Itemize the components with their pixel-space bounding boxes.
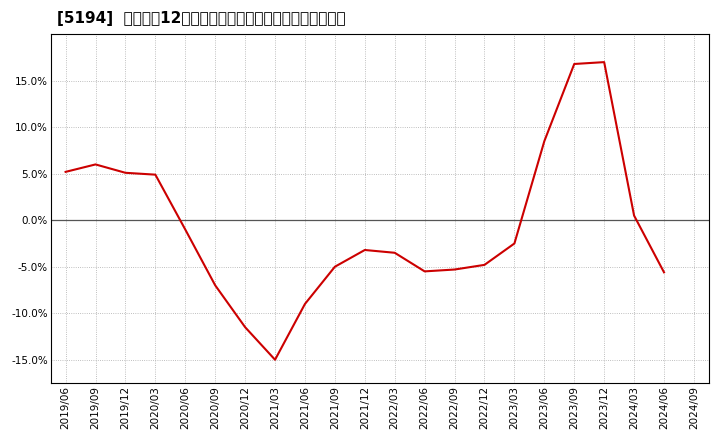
Text: [5194]  売上高の12か月移動合計の対前年同期増減率の推移: [5194] 売上高の12か月移動合計の対前年同期増減率の推移 bbox=[57, 11, 346, 26]
